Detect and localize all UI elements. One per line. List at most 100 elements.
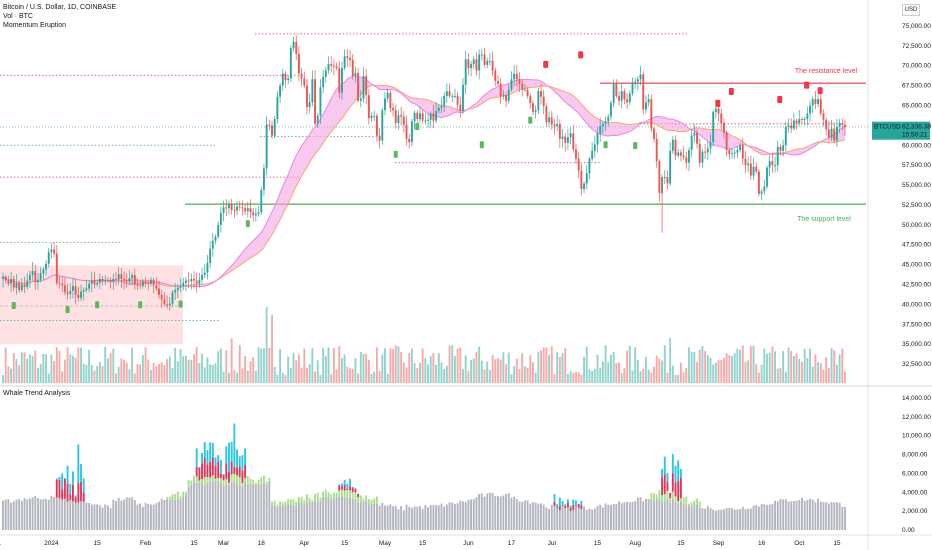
candle-body bbox=[467, 59, 470, 69]
whale-red-bar bbox=[219, 473, 222, 479]
whale-gray-bar bbox=[69, 499, 72, 530]
candle-body bbox=[160, 294, 163, 300]
volume-bar bbox=[74, 357, 77, 383]
whale-gray-bar bbox=[341, 495, 343, 530]
volume-bar bbox=[653, 366, 655, 383]
whale-gray-bar bbox=[782, 499, 785, 530]
whale-gray-bar bbox=[558, 510, 561, 530]
volume-bar bbox=[400, 352, 403, 383]
whale-gray-bar bbox=[760, 503, 763, 530]
whale-green-bar bbox=[244, 478, 247, 483]
volume-bar bbox=[717, 360, 720, 383]
candle-body bbox=[254, 213, 257, 216]
whale-gray-bar bbox=[502, 495, 505, 530]
whale-gray-bar bbox=[747, 508, 750, 530]
candle-body bbox=[636, 79, 639, 82]
volume-bar bbox=[225, 350, 228, 383]
candle-body bbox=[488, 60, 491, 62]
volume-bar bbox=[690, 351, 693, 383]
volume-bar bbox=[93, 370, 96, 383]
buy-signal-marker bbox=[11, 302, 16, 310]
volume-bar bbox=[714, 362, 717, 383]
time-tick-label: 15 bbox=[419, 540, 427, 547]
volume-bar bbox=[585, 346, 588, 383]
whale-cyan-bar bbox=[569, 505, 572, 508]
whale-tick-label: 4,000.00 bbox=[902, 489, 928, 496]
whale-green-bar bbox=[690, 502, 693, 507]
whale-green-bar bbox=[268, 477, 271, 482]
whale-green-bar bbox=[206, 477, 209, 483]
whale-red-bar bbox=[69, 494, 72, 500]
candle-body bbox=[273, 119, 276, 136]
whale-tick-label: 2,000.00 bbox=[902, 508, 928, 515]
whale-gray-bar bbox=[289, 504, 292, 530]
whale-gray-bar bbox=[394, 505, 397, 530]
whale-red-bar bbox=[564, 505, 567, 509]
volume-bar bbox=[133, 373, 136, 383]
candle-body bbox=[518, 79, 521, 85]
whale-gray-bar bbox=[18, 499, 21, 530]
whale-gray-bar bbox=[451, 502, 454, 530]
whale-green-bar bbox=[222, 480, 225, 486]
candle-body bbox=[427, 119, 429, 121]
whale-green-bar bbox=[322, 491, 325, 498]
whale-red-bar bbox=[195, 466, 198, 477]
candle-body bbox=[408, 138, 411, 143]
volume-bar bbox=[642, 368, 645, 383]
candle-body bbox=[176, 287, 179, 291]
candle-body bbox=[741, 145, 744, 159]
whale-gray-bar bbox=[497, 495, 499, 530]
price-tick-label: 52,500.00 bbox=[902, 202, 931, 209]
volume-bar bbox=[749, 346, 752, 383]
volume-label: Vol · BTC bbox=[3, 13, 33, 20]
candle-body bbox=[419, 113, 421, 120]
volume-bar bbox=[349, 368, 351, 383]
volume-bar bbox=[201, 353, 204, 383]
volume-bar bbox=[801, 361, 803, 383]
volume-bar bbox=[187, 359, 190, 383]
candle-body bbox=[211, 240, 214, 249]
whale-red-bar bbox=[241, 470, 244, 483]
whale-red-bar bbox=[354, 488, 357, 493]
candle-body bbox=[532, 103, 534, 112]
candle-body bbox=[760, 191, 763, 194]
whale-gray-bar bbox=[714, 510, 717, 530]
whale-gray-bar bbox=[257, 484, 260, 530]
candle-body bbox=[306, 85, 308, 108]
candle-body bbox=[367, 95, 370, 119]
whale-cyan-bar bbox=[230, 441, 233, 462]
volume-bar bbox=[405, 367, 408, 383]
candle-body bbox=[655, 138, 658, 162]
whale-gray-bar bbox=[98, 505, 101, 530]
volume-bar bbox=[682, 372, 685, 383]
whale-gray-bar bbox=[478, 494, 481, 530]
candle-body bbox=[507, 89, 510, 101]
whale-green-bar bbox=[685, 496, 688, 505]
volume-bar bbox=[174, 347, 177, 383]
candle-body bbox=[725, 132, 728, 151]
time-tick-label: 2024 bbox=[44, 540, 59, 547]
whale-gray-bar bbox=[228, 484, 230, 530]
whale-gray-bar bbox=[176, 499, 179, 530]
candle-body bbox=[69, 290, 72, 295]
candle-body bbox=[332, 65, 335, 67]
whale-green-bar bbox=[214, 478, 217, 482]
whale-green-bar bbox=[370, 499, 373, 504]
whale-tick-label: 10,000.00 bbox=[902, 433, 931, 440]
whale-gray-bar bbox=[343, 497, 346, 530]
candle-body bbox=[459, 104, 462, 112]
volume-bar bbox=[303, 348, 306, 383]
candle-body bbox=[491, 60, 494, 71]
whale-gray-bar bbox=[152, 504, 155, 530]
sell-signal-box bbox=[578, 51, 584, 59]
volume-bar bbox=[101, 366, 104, 383]
volume-bar bbox=[55, 347, 58, 383]
whale-cyan-bar bbox=[572, 499, 575, 505]
candle-body bbox=[322, 76, 325, 88]
sell-signal-box bbox=[543, 60, 549, 68]
whale-gray-bar bbox=[448, 502, 451, 530]
whale-gray-bar bbox=[115, 501, 117, 530]
volume-bar bbox=[774, 351, 776, 383]
volume-bar bbox=[518, 368, 521, 383]
currency-button[interactable]: USD bbox=[902, 4, 920, 16]
